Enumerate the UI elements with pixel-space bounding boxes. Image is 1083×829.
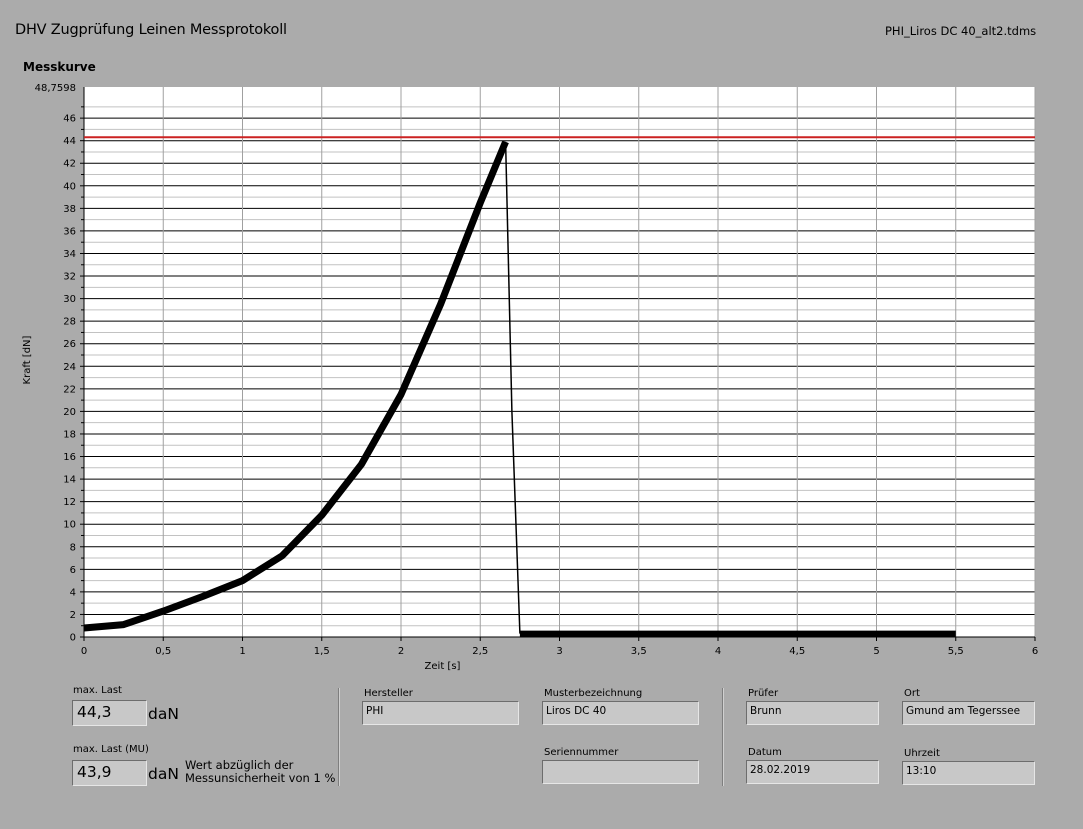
date-field[interactable]: 28.02.2019	[746, 760, 879, 784]
serial-number-label: Seriennummer	[544, 747, 619, 758]
x-tick-label: 2	[398, 646, 404, 657]
y-tick-label: 36	[63, 226, 76, 237]
x-tick-label: 1,5	[314, 646, 330, 657]
inspector-label: Prüfer	[748, 688, 779, 699]
x-tick-label: 4,5	[789, 646, 805, 657]
date-label: Datum	[748, 747, 782, 758]
file-name: PHI_Liros DC 40_alt2.tdms	[885, 24, 1037, 38]
y-tick-label: 20	[63, 407, 76, 418]
x-tick-label: 0,5	[155, 646, 171, 657]
max-load-unit: daN	[148, 705, 179, 723]
y-tick-label: 30	[63, 294, 76, 305]
y-tick-label: 40	[63, 181, 76, 192]
y-tick-label: 24	[63, 362, 76, 373]
manufacturer-label: Hersteller	[364, 688, 413, 699]
time-label: Uhrzeit	[904, 748, 940, 759]
y-tick-label: 12	[63, 497, 76, 508]
x-tick-label: 2,5	[472, 646, 488, 657]
x-tick-label: 6	[1032, 646, 1038, 657]
separator	[722, 688, 724, 786]
y-tick-label: 16	[63, 452, 76, 463]
y-axis-title: Kraft [dN]	[22, 335, 33, 384]
location-field[interactable]: Gmund am Tegerssee	[902, 701, 1035, 725]
x-tick-label: 5	[873, 646, 879, 657]
x-tick-label: 4	[715, 646, 721, 657]
y-tick-label: 44	[63, 136, 76, 147]
sample-name-label: Musterbezeichnung	[544, 688, 643, 699]
inspector-field[interactable]: Brunn	[746, 701, 879, 725]
measurement-uncertainty-note-line2: Messunsicherheit von 1 %	[185, 771, 336, 785]
x-tick-label: 5,5	[948, 646, 964, 657]
measurement-uncertainty-note-line1: Wert abzüglich der	[185, 758, 294, 772]
y-tick-label: 18	[63, 429, 76, 440]
x-tick-label: 1	[239, 646, 245, 657]
y-tick-label: 32	[63, 272, 76, 283]
manufacturer-field[interactable]: PHI	[362, 701, 519, 725]
max-load-mu-field: 43,9	[72, 760, 147, 786]
y-tick-label: 14	[63, 475, 76, 486]
sample-name-field[interactable]: Liros DC 40	[542, 701, 699, 725]
chart-caption: Messkurve	[23, 60, 96, 74]
max-load-mu-label: max. Last (MU)	[73, 744, 149, 755]
measurement-curve-rise	[83, 140, 509, 632]
max-load-mu-unit: daN	[148, 765, 179, 783]
time-field[interactable]: 13:10	[902, 761, 1035, 785]
x-tick-label: 0	[81, 646, 87, 657]
y-tick-label: 28	[63, 317, 76, 328]
y-tick-label: 0	[70, 633, 76, 644]
y-tick-label: 26	[63, 339, 76, 350]
x-tick-label: 3,5	[631, 646, 647, 657]
location-label: Ort	[904, 688, 920, 699]
force-time-chart: 0246810121416182022242628303234363840424…	[22, 83, 1038, 672]
y-tick-label: 34	[63, 249, 76, 260]
y-tick-label: 38	[63, 204, 76, 215]
y-tick-label: 6	[70, 565, 76, 576]
y-tick-label: 2	[70, 610, 76, 621]
report-title: DHV Zugprüfung Leinen Messprotokoll	[15, 22, 287, 38]
max-load-field: 44,3	[72, 700, 147, 726]
serial-number-field[interactable]	[542, 760, 699, 784]
y-tick-label: 22	[63, 384, 76, 395]
x-axis-title: Zeit [s]	[425, 661, 461, 672]
y-tick-label: 8	[70, 542, 76, 553]
y-tick-label: 10	[63, 520, 76, 531]
separator	[338, 688, 340, 786]
y-tick-label: 46	[63, 114, 76, 125]
y-max-label: 48,7598	[35, 83, 76, 94]
y-tick-label: 4	[70, 587, 76, 598]
measurement-curve-drop	[504, 141, 521, 634]
max-load-label: max. Last	[73, 685, 122, 696]
x-tick-label: 3	[556, 646, 562, 657]
y-tick-label: 42	[63, 159, 76, 170]
